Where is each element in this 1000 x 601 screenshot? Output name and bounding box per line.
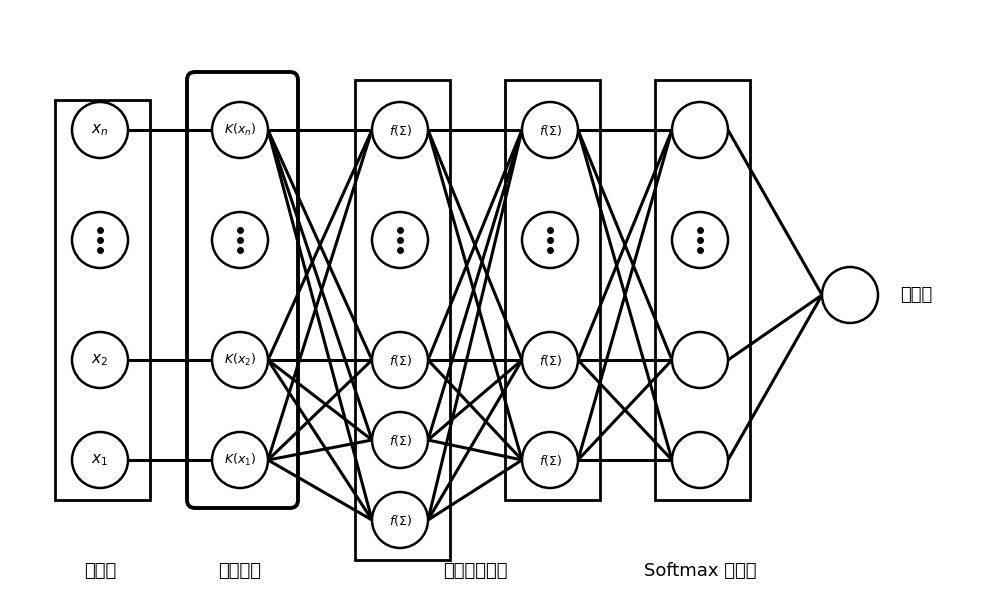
Circle shape [822, 267, 878, 323]
Circle shape [672, 332, 728, 388]
Circle shape [522, 332, 578, 388]
Text: Softmax 分类层: Softmax 分类层 [644, 562, 756, 580]
Text: $f(\Sigma)$: $f(\Sigma)$ [539, 123, 561, 138]
Bar [355, 80, 450, 560]
Text: $K(x_n)$: $K(x_n)$ [224, 122, 256, 138]
Circle shape [672, 212, 728, 268]
Circle shape [372, 332, 428, 388]
Circle shape [522, 102, 578, 158]
Circle shape [212, 212, 268, 268]
Circle shape [212, 332, 268, 388]
Bar [55, 100, 150, 500]
Text: $K(x_2)$: $K(x_2)$ [224, 352, 256, 368]
Circle shape [372, 102, 428, 158]
Circle shape [672, 432, 728, 488]
Circle shape [72, 212, 128, 268]
Text: $f(\Sigma)$: $f(\Sigma)$ [389, 433, 411, 448]
Text: $K(x_1)$: $K(x_1)$ [224, 452, 256, 468]
Text: $x_1$: $x_1$ [91, 452, 109, 468]
Text: 输出层: 输出层 [900, 286, 932, 304]
Circle shape [212, 102, 268, 158]
Circle shape [522, 432, 578, 488]
Text: 输入层: 输入层 [84, 562, 116, 580]
Text: 全连接隐藏层: 全连接隐藏层 [443, 562, 507, 580]
Text: $f(\Sigma)$: $f(\Sigma)$ [389, 513, 411, 528]
Circle shape [212, 432, 268, 488]
Bar [655, 80, 750, 500]
Text: $f(\Sigma)$: $f(\Sigma)$ [539, 353, 561, 367]
Bar [505, 80, 600, 500]
Circle shape [372, 492, 428, 548]
Circle shape [522, 212, 578, 268]
Circle shape [372, 412, 428, 468]
Circle shape [672, 102, 728, 158]
Text: 核函数层: 核函数层 [218, 562, 262, 580]
Circle shape [372, 212, 428, 268]
Circle shape [72, 432, 128, 488]
Text: $f(\Sigma)$: $f(\Sigma)$ [389, 123, 411, 138]
Text: $f(\Sigma)$: $f(\Sigma)$ [389, 353, 411, 367]
Circle shape [72, 102, 128, 158]
Circle shape [72, 332, 128, 388]
Text: $x_2$: $x_2$ [91, 352, 109, 368]
Text: $f(\Sigma)$: $f(\Sigma)$ [539, 453, 561, 468]
Text: $x_n$: $x_n$ [91, 122, 109, 138]
